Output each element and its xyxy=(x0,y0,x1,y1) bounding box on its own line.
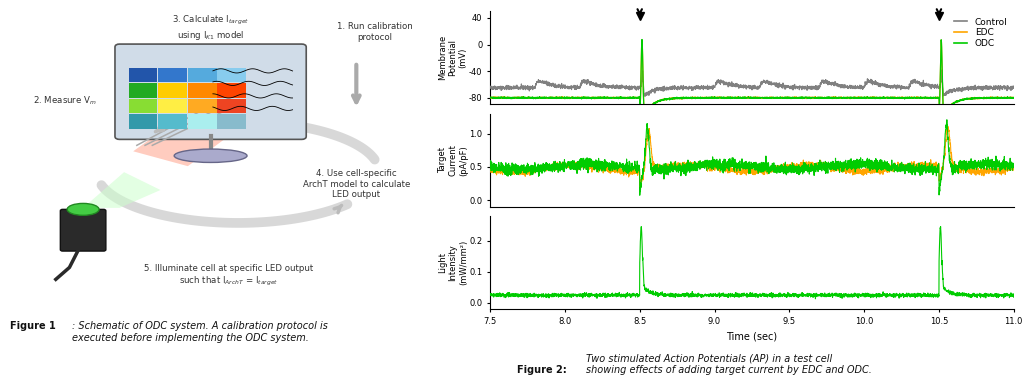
Bar xyxy=(187,98,216,113)
FancyBboxPatch shape xyxy=(60,209,105,251)
Text: Figure 1: Figure 1 xyxy=(10,321,56,331)
Bar xyxy=(187,114,216,129)
Bar xyxy=(129,98,158,113)
Legend: Control, EDC, ODC: Control, EDC, ODC xyxy=(952,16,1010,50)
Y-axis label: Target
Current
(pA/pF): Target Current (pA/pF) xyxy=(438,144,468,176)
Ellipse shape xyxy=(68,204,99,215)
Y-axis label: Light
Intensity
(mW/mm²): Light Intensity (mW/mm²) xyxy=(438,240,468,285)
Bar xyxy=(159,67,187,83)
FancyBboxPatch shape xyxy=(115,44,306,139)
Bar xyxy=(217,114,246,129)
Text: 1. Run calibration
protocol: 1. Run calibration protocol xyxy=(337,23,413,42)
Bar xyxy=(187,83,216,98)
X-axis label: Time (sec): Time (sec) xyxy=(726,331,777,341)
Ellipse shape xyxy=(174,149,247,162)
Text: 2. Measure V$_m$: 2. Measure V$_m$ xyxy=(33,94,97,107)
Text: : Schematic of ODC system. A calibration protocol is
executed before implementin: : Schematic of ODC system. A calibration… xyxy=(72,321,328,343)
Bar xyxy=(217,98,246,113)
Polygon shape xyxy=(133,118,224,166)
Bar xyxy=(217,67,246,83)
Bar xyxy=(159,83,187,98)
Text: 5. Illuminate cell at specific LED output
such that I$_{ArchT}$ = I$_{target}$: 5. Illuminate cell at specific LED outpu… xyxy=(144,265,313,288)
Bar xyxy=(129,83,158,98)
Bar xyxy=(217,83,246,98)
Text: Figure 2:: Figure 2: xyxy=(517,365,567,375)
Bar xyxy=(159,98,187,113)
Bar xyxy=(187,67,216,83)
Polygon shape xyxy=(83,172,161,208)
Text: 4. Use cell-specific
ArchT model to calculate
LED output: 4. Use cell-specific ArchT model to calc… xyxy=(303,169,410,199)
Bar xyxy=(129,114,158,129)
Bar xyxy=(159,114,187,129)
Y-axis label: Membrane
Potential
(mV): Membrane Potential (mV) xyxy=(437,35,467,80)
Text: Two stimulated Action Potentials (AP) in a test cell
showing effects of adding t: Two stimulated Action Potentials (AP) in… xyxy=(586,354,871,375)
Text: 3. Calculate I$_{target}$
using I$_{K1}$ model: 3. Calculate I$_{target}$ using I$_{K1}$… xyxy=(172,14,249,41)
Bar xyxy=(129,67,158,83)
